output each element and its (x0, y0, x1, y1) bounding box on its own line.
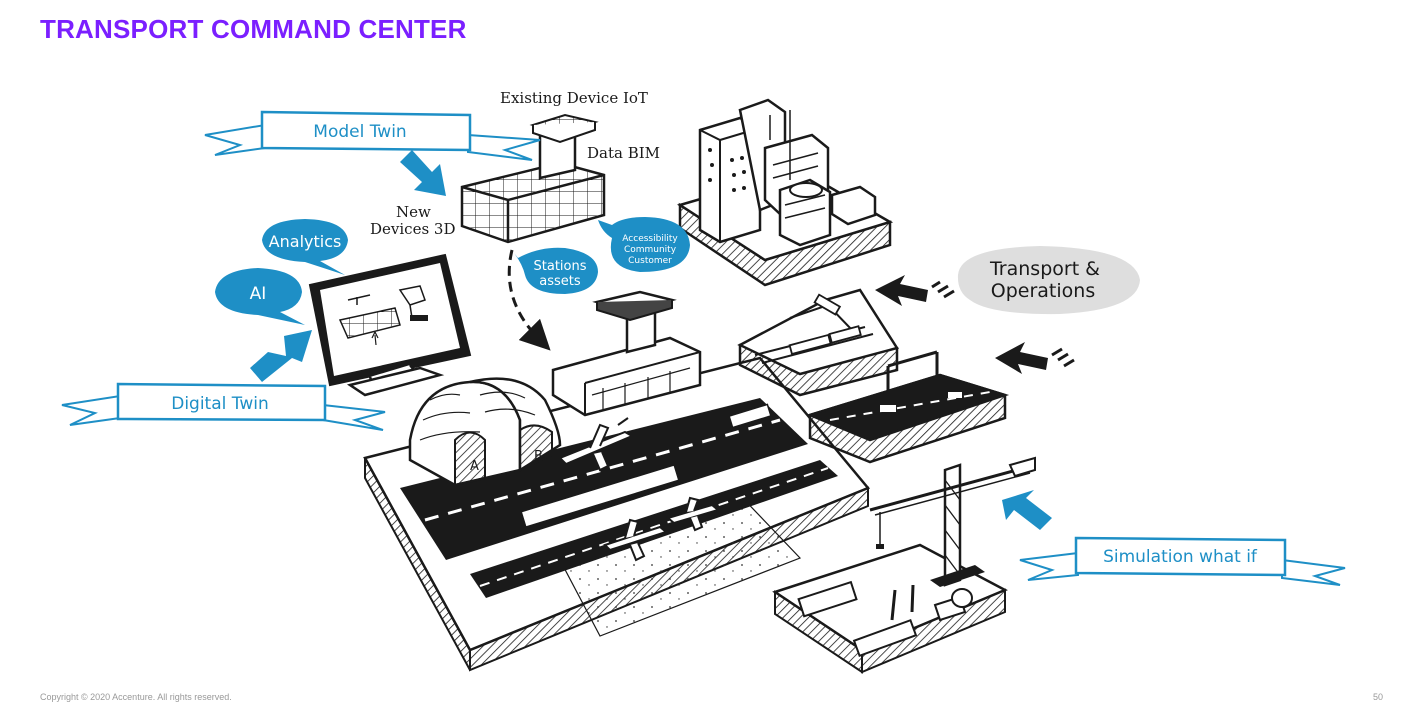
stations-assets-bubble: Stations assets (510, 247, 598, 294)
digital-twin-label: Digital Twin (171, 394, 269, 414)
digital-twin-monitor (308, 253, 472, 397)
transport-operations-label-line2: Operations (991, 280, 1095, 302)
transport-arrow-lower-icon (995, 342, 1048, 374)
road-block (806, 350, 1010, 464)
accessibility-label-line2: Community (624, 245, 677, 255)
hangar-b-label: B (534, 449, 543, 464)
digital-twin-banner: Digital Twin (61, 382, 386, 431)
simulation-arrow-icon (1002, 490, 1052, 530)
data-bim-label: Data BIM (587, 144, 660, 162)
model-twin-arrow-icon (400, 150, 446, 196)
digital-twin-arrow-icon (250, 330, 312, 382)
existing-device-iot-label: Existing Device IoT (500, 89, 648, 107)
airport-terminal (551, 290, 702, 417)
black-arrows (875, 275, 1075, 374)
model-twin-banner: Model Twin (204, 110, 541, 161)
construction-site (772, 456, 1036, 674)
page-number: 50 (1372, 692, 1383, 702)
accessibility-label-line1: Accessibility (622, 234, 678, 244)
city-buildings (677, 98, 894, 287)
accessibility-label-line3: Customer (628, 256, 672, 266)
airplanes (558, 417, 721, 562)
rail-block (737, 288, 899, 397)
page-title: TRANSPORT COMMAND CENTER (40, 14, 467, 44)
hangars: A B (408, 377, 562, 487)
analytics-label: Analytics (269, 232, 342, 251)
transport-arrow-upper-icon (875, 275, 928, 306)
bim-building-model: Existing Device IoT Data BIM New Devices… (370, 89, 660, 244)
stations-label-line1: Stations (534, 259, 587, 274)
stations-dashed-arrow (507, 249, 551, 351)
accessibility-bubble: Accessibility Community Customer (598, 217, 690, 272)
new-devices-label-line2: Devices 3D (370, 220, 456, 238)
transport-operations-bubble: Transport & Operations (957, 246, 1140, 315)
model-twin-label: Model Twin (313, 122, 406, 142)
new-devices-label-line1: New (396, 203, 431, 221)
analytics-bubble: Analytics (262, 219, 348, 275)
blue-arrows (250, 150, 1052, 530)
simulation-label: Simulation what if (1103, 547, 1258, 567)
hangar-a-label: A (470, 459, 479, 474)
transport-operations-label-line1: Transport & (989, 258, 1100, 280)
simulation-banner: Simulation what if (1019, 536, 1346, 586)
stations-label-line2: assets (539, 274, 581, 289)
ai-bubble: AI (215, 268, 305, 325)
ai-label: AI (250, 284, 267, 304)
copyright-footer: Copyright © 2020 Accenture. All rights r… (40, 692, 232, 702)
